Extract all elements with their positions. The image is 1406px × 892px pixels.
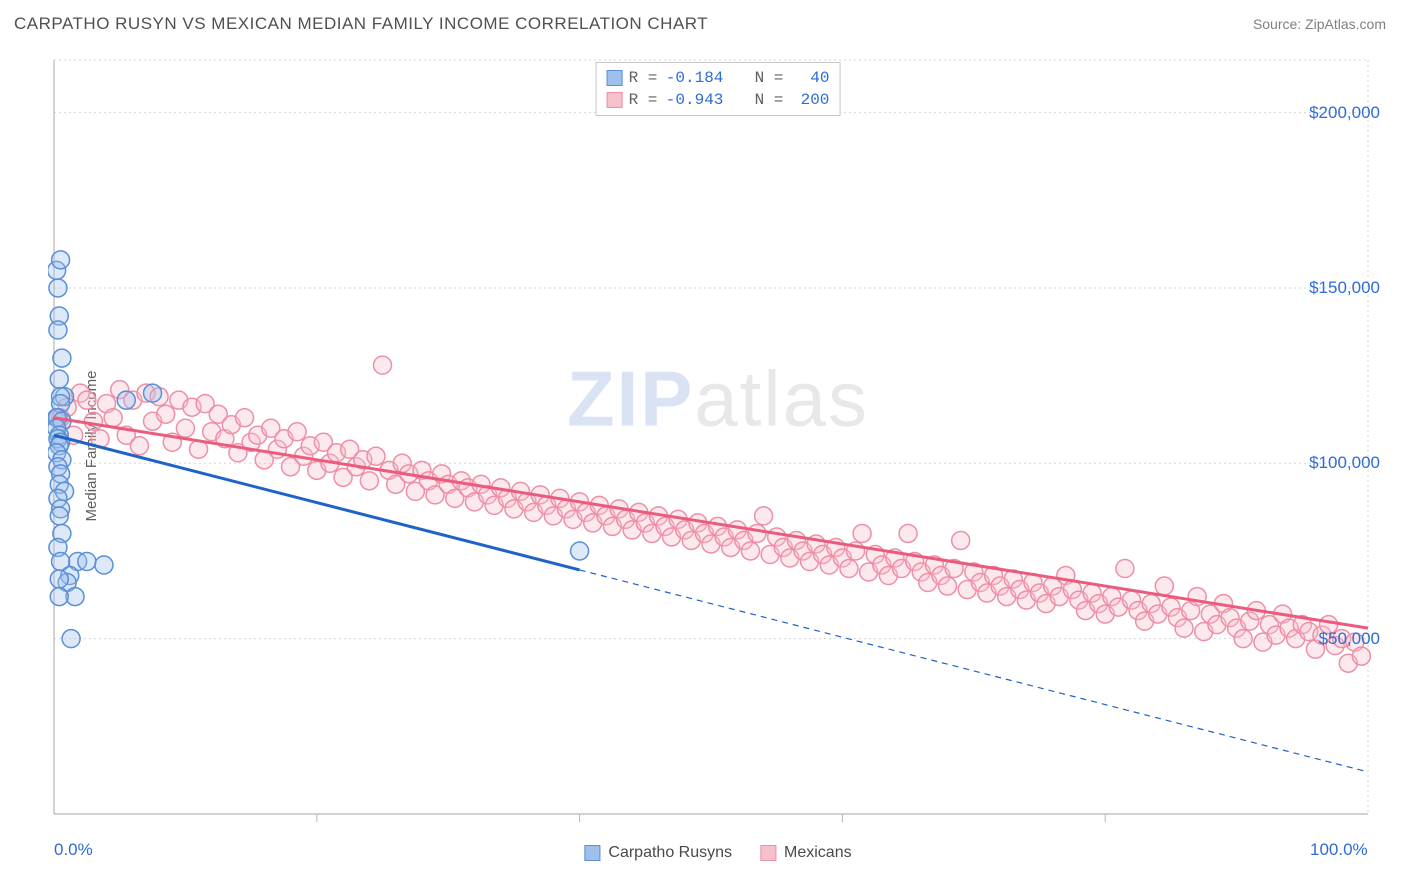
- data-point: [78, 552, 96, 570]
- n-value: 200: [789, 89, 829, 111]
- scatter-chart-svg: [48, 56, 1388, 836]
- stats-row-mexican: R =-0.943 N =200: [607, 89, 830, 111]
- data-point: [899, 524, 917, 542]
- data-point: [53, 349, 71, 367]
- n-label: N =: [755, 67, 784, 89]
- correlation-stats-box: R =-0.184 N =40R =-0.943 N =200: [596, 62, 841, 116]
- trendline-mexican: [54, 418, 1368, 628]
- r-label: R =: [629, 67, 658, 89]
- data-point: [374, 356, 392, 374]
- n-value: 40: [789, 67, 829, 89]
- legend-item-mexican: Mexicans: [760, 844, 852, 862]
- y-tick-label: $150,000: [1309, 278, 1380, 298]
- data-point: [1175, 619, 1193, 637]
- legend-label: Carpatho Rusyns: [608, 844, 732, 862]
- swatch-icon: [584, 845, 600, 861]
- n-label: N =: [755, 89, 784, 111]
- chart-title: CARPATHO RUSYN VS MEXICAN MEDIAN FAMILY …: [14, 14, 708, 34]
- data-point: [1352, 647, 1370, 665]
- stats-row-carpatho: R =-0.184 N =40: [607, 67, 830, 89]
- data-point: [571, 542, 589, 560]
- series-legend: Carpatho Rusyns Mexicans: [584, 844, 851, 862]
- trendline-carpatho-extrapolated: [580, 570, 1368, 772]
- data-point: [939, 577, 957, 595]
- r-value: -0.184: [663, 67, 723, 89]
- chart-area: Median Family Income ZIPatlas R =-0.184 …: [48, 56, 1388, 836]
- x-tick-label: 100.0%: [1310, 840, 1368, 860]
- data-point: [288, 423, 306, 441]
- data-point: [755, 507, 773, 525]
- data-point: [360, 472, 378, 490]
- swatch-icon: [607, 70, 623, 86]
- data-point: [1234, 630, 1252, 648]
- data-point: [367, 447, 385, 465]
- data-point: [50, 588, 68, 606]
- chart-source: Source: ZipAtlas.com: [1253, 16, 1386, 32]
- data-point: [117, 391, 135, 409]
- data-point: [130, 437, 148, 455]
- data-point: [50, 370, 68, 388]
- data-point: [952, 531, 970, 549]
- data-point: [50, 507, 68, 525]
- data-point: [236, 409, 254, 427]
- source-prefix: Source:: [1253, 16, 1305, 32]
- data-point: [840, 560, 858, 578]
- data-point: [95, 556, 113, 574]
- data-point: [78, 391, 96, 409]
- source-link[interactable]: ZipAtlas.com: [1305, 16, 1386, 32]
- y-tick-label: $50,000: [1319, 629, 1380, 649]
- y-tick-label: $200,000: [1309, 103, 1380, 123]
- legend-item-carpatho: Carpatho Rusyns: [584, 844, 732, 862]
- swatch-icon: [760, 845, 776, 861]
- y-tick-label: $100,000: [1309, 453, 1380, 473]
- swatch-icon: [607, 92, 623, 108]
- x-tick-label: 0.0%: [54, 840, 93, 860]
- data-point: [49, 321, 67, 339]
- data-point: [1155, 577, 1173, 595]
- data-point: [853, 524, 871, 542]
- data-point: [741, 542, 759, 560]
- data-point: [748, 524, 766, 542]
- data-point: [176, 419, 194, 437]
- r-value: -0.943: [663, 89, 723, 111]
- data-point: [52, 251, 70, 269]
- data-point: [1116, 560, 1134, 578]
- data-point: [104, 409, 122, 427]
- legend-label: Mexicans: [784, 844, 852, 862]
- data-point: [144, 384, 162, 402]
- data-point: [50, 570, 68, 588]
- chart-header: CARPATHO RUSYN VS MEXICAN MEDIAN FAMILY …: [0, 0, 1406, 42]
- data-point: [84, 412, 102, 430]
- data-point: [52, 552, 70, 570]
- r-label: R =: [629, 89, 658, 111]
- data-point: [62, 630, 80, 648]
- data-point: [49, 279, 67, 297]
- data-point: [157, 405, 175, 423]
